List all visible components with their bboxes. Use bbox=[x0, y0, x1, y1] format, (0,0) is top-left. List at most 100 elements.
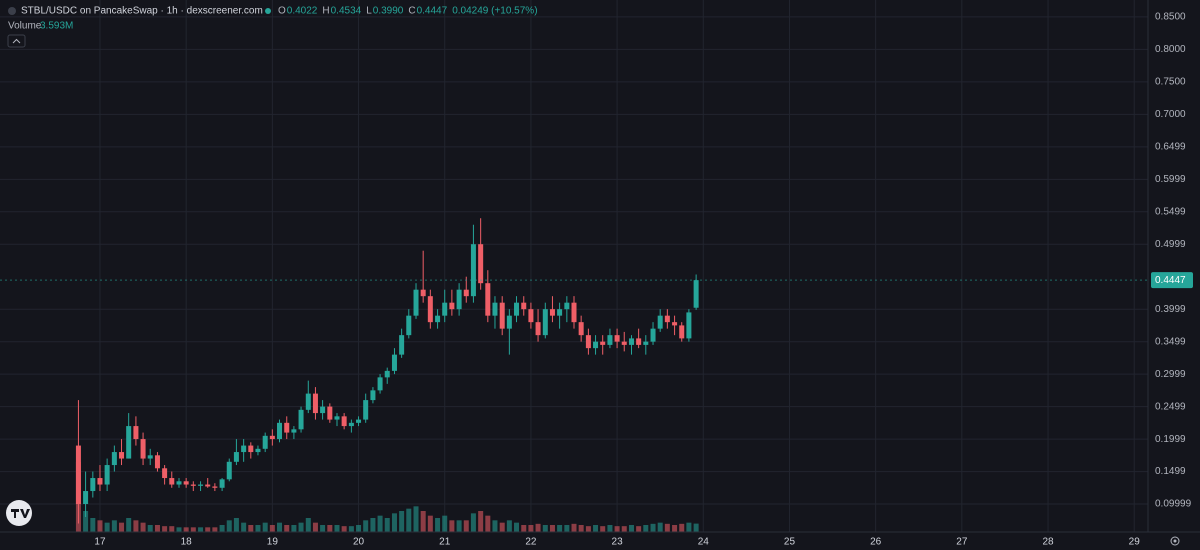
volume-bar bbox=[499, 522, 505, 532]
settings-button[interactable] bbox=[1170, 536, 1180, 546]
y-tick-label: 0.7000 bbox=[1155, 109, 1186, 120]
logo-mark bbox=[11, 509, 30, 518]
volume-bar bbox=[693, 523, 699, 532]
x-tick-label: 23 bbox=[612, 537, 624, 548]
candle-body bbox=[284, 422, 290, 433]
volume-bar bbox=[348, 526, 354, 532]
volume-bar bbox=[478, 511, 484, 532]
candle-body bbox=[456, 289, 462, 310]
volume-bar bbox=[614, 526, 620, 532]
candle-body bbox=[169, 478, 175, 485]
candle-body bbox=[104, 465, 110, 485]
volume-bar bbox=[463, 520, 469, 532]
x-tick-label: 29 bbox=[1129, 537, 1141, 548]
volume-bar bbox=[90, 518, 96, 532]
volume-bar bbox=[607, 525, 613, 532]
candle-body bbox=[97, 478, 103, 485]
candle-body bbox=[248, 445, 254, 453]
ohlc-key: H bbox=[322, 6, 329, 17]
volume-bar bbox=[341, 526, 347, 532]
candle-body bbox=[672, 322, 678, 326]
volume-bar bbox=[449, 520, 455, 532]
y-tick-label: 0.8500 bbox=[1155, 12, 1186, 23]
candle-body bbox=[542, 309, 548, 336]
volume-bar bbox=[650, 523, 656, 532]
volume-bar bbox=[679, 523, 685, 532]
volume-bar bbox=[133, 520, 139, 532]
logo-circle bbox=[6, 500, 32, 526]
gear-icon bbox=[1170, 536, 1180, 546]
volume-bar bbox=[485, 515, 491, 532]
y-tick-label: 0.7500 bbox=[1155, 76, 1186, 87]
candle-body bbox=[391, 354, 397, 371]
candle-body bbox=[614, 335, 620, 342]
ohlc-value: 0.4022 bbox=[287, 6, 318, 17]
volume-bar bbox=[549, 525, 555, 532]
candle-body bbox=[291, 429, 297, 433]
volume-bar bbox=[284, 525, 290, 532]
candle-body bbox=[370, 390, 376, 401]
volume-bar bbox=[391, 513, 397, 532]
candle-body bbox=[664, 315, 670, 323]
volume-bar bbox=[276, 522, 283, 532]
candle-body bbox=[75, 445, 81, 505]
candle-body bbox=[449, 302, 455, 310]
candle-body bbox=[420, 289, 426, 297]
volume-bar bbox=[111, 520, 117, 532]
volume-bar bbox=[198, 527, 204, 532]
volume-bar bbox=[327, 525, 333, 532]
candle-body bbox=[363, 400, 369, 420]
candle-body bbox=[348, 422, 354, 427]
volume-bar bbox=[147, 525, 153, 532]
status-dot bbox=[265, 8, 271, 14]
candle-body bbox=[413, 289, 419, 316]
y-tick-label: 0.3499 bbox=[1155, 336, 1186, 347]
volume-bar bbox=[233, 518, 239, 532]
volume-bar bbox=[176, 527, 182, 532]
x-tick-label: 24 bbox=[698, 537, 710, 548]
volume-bar bbox=[686, 522, 692, 532]
candle-body bbox=[276, 422, 283, 440]
volume-bar bbox=[470, 513, 476, 532]
volume-bar bbox=[183, 527, 189, 532]
candle-body bbox=[205, 484, 211, 487]
volume-bar bbox=[356, 525, 362, 532]
candle-body bbox=[514, 302, 520, 316]
candle-body bbox=[334, 416, 340, 420]
candle-body bbox=[226, 461, 232, 480]
candle-body bbox=[427, 296, 433, 323]
candle-body bbox=[657, 315, 663, 329]
candle-body bbox=[212, 486, 218, 488]
candle-body bbox=[564, 302, 570, 310]
ohlc-value: 0.4447 bbox=[417, 6, 448, 17]
candle-body bbox=[327, 406, 333, 420]
collapse-button[interactable] bbox=[7, 34, 26, 48]
candle-body bbox=[521, 302, 527, 310]
volume-bar bbox=[657, 522, 663, 532]
candle-body bbox=[384, 370, 390, 378]
candle-body bbox=[593, 341, 599, 349]
candle-body bbox=[636, 338, 642, 345]
candle-body bbox=[183, 481, 189, 485]
candle-body bbox=[111, 452, 117, 466]
ohlc-key: L bbox=[366, 6, 372, 17]
candle-body bbox=[470, 244, 476, 297]
volume-bar bbox=[442, 515, 448, 532]
x-tick-label: 18 bbox=[181, 537, 193, 548]
y-tick-label: 0.3999 bbox=[1155, 304, 1186, 315]
candle-body bbox=[312, 393, 318, 414]
ohlc-key: C bbox=[408, 6, 415, 17]
legend: STBL/USDC on PancakeSwap · 1h · dexscree… bbox=[7, 6, 538, 48]
tradingview-logo bbox=[6, 500, 32, 526]
volume-bar bbox=[190, 527, 196, 532]
y-tick-label: 0.8000 bbox=[1155, 44, 1186, 55]
candle-body bbox=[578, 322, 584, 336]
y-tick-label: 0.4999 bbox=[1155, 239, 1186, 250]
volume-bar bbox=[406, 508, 412, 532]
candle-body bbox=[241, 445, 247, 453]
volume-bar bbox=[248, 525, 254, 532]
volume-bar bbox=[578, 525, 584, 532]
y-tick-label: 0.1999 bbox=[1155, 434, 1186, 445]
volume-bar bbox=[312, 522, 318, 532]
volume-bar bbox=[621, 526, 627, 532]
